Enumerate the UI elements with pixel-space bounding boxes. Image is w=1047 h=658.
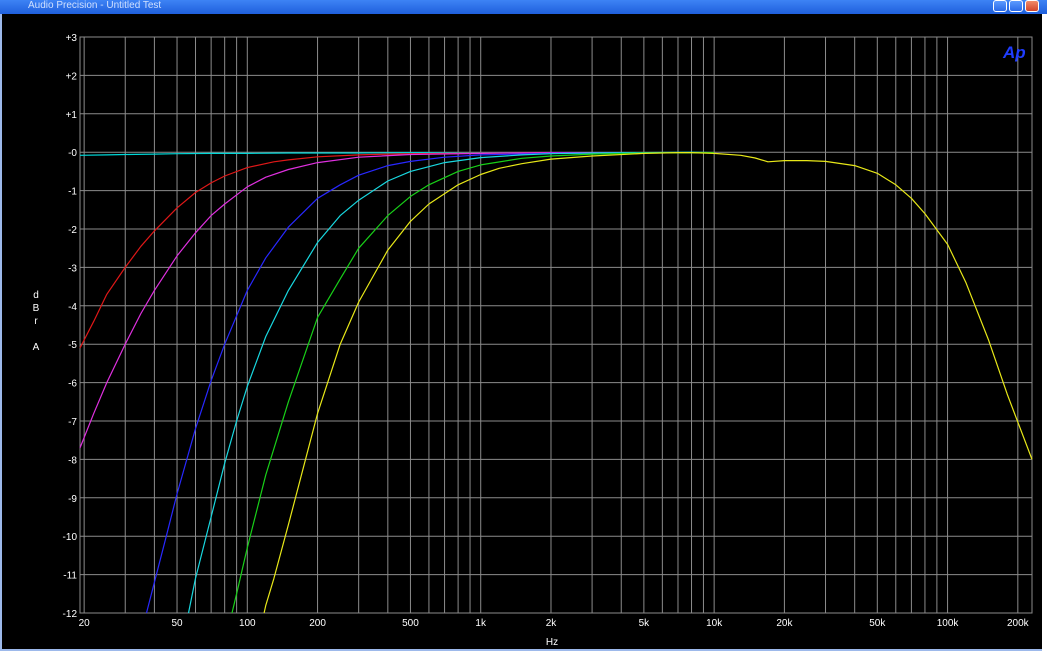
x-tick-label: 50 bbox=[171, 618, 183, 629]
x-tick-label: 100k bbox=[937, 618, 960, 629]
maximize-icon[interactable] bbox=[1009, 0, 1023, 12]
close-icon[interactable] bbox=[1025, 0, 1039, 12]
y-tick-label: -9 bbox=[68, 494, 77, 505]
series-line-6 bbox=[231, 152, 715, 614]
y-tick-label: +1 bbox=[66, 110, 78, 121]
minimize-icon[interactable] bbox=[993, 0, 1007, 12]
series-line-2 bbox=[79, 152, 715, 349]
window-edge-bottom bbox=[0, 651, 1047, 658]
x-tick-label: 20k bbox=[776, 618, 793, 629]
y-tick-label: -10 bbox=[63, 532, 78, 543]
window-titlebar: Audio Precision - Untitled Test bbox=[0, 0, 1047, 14]
series-line-4 bbox=[145, 152, 715, 614]
graph-window bbox=[0, 14, 1042, 651]
chart-grid bbox=[79, 36, 1033, 614]
chart-series bbox=[79, 151, 1033, 614]
y-axis-label-char: A bbox=[33, 342, 40, 353]
x-tick-label: 2k bbox=[546, 618, 558, 629]
y-tick-label: -4 bbox=[68, 302, 77, 313]
series-line-7 bbox=[263, 152, 1033, 614]
x-tick-label: 200 bbox=[309, 618, 326, 629]
x-tick-label: 500 bbox=[402, 618, 419, 629]
x-tick-labels: 20 50 100 200 500 1k 2k 5k 10k 20k 50k 100k 200k bbox=[79, 618, 1030, 629]
y-tick-labels: +3 +2 +1 -0 -1 -2 -3 -4 -5 -6 -7 -8 -9 -10 -11 -12 bbox=[63, 33, 78, 620]
x-tick-label: 5k bbox=[639, 618, 651, 629]
plot-frame bbox=[79, 36, 1033, 614]
series-line-3 bbox=[79, 152, 715, 449]
x-tick-label: 1k bbox=[475, 618, 487, 629]
y-tick-label: -6 bbox=[68, 379, 77, 390]
y-axis-label-char: r bbox=[34, 316, 38, 327]
y-tick-label: -2 bbox=[68, 225, 77, 236]
y-tick-label: -11 bbox=[63, 571, 77, 582]
y-axis-label: dBr A bbox=[33, 290, 40, 353]
y-tick-label: -1 bbox=[68, 187, 77, 198]
y-tick-label: +3 bbox=[66, 33, 78, 44]
y-tick-label: -5 bbox=[68, 340, 77, 351]
x-tick-label: 100 bbox=[239, 618, 256, 629]
y-tick-label: -8 bbox=[68, 455, 77, 466]
x-tick-label: 50k bbox=[869, 618, 886, 629]
ap-logo: Ap bbox=[1002, 43, 1026, 62]
y-axis-label-char: d bbox=[33, 290, 39, 301]
x-axis-label: Hz bbox=[546, 637, 558, 648]
window-title: Audio Precision - Untitled Test bbox=[28, 0, 162, 11]
y-tick-label: -7 bbox=[68, 417, 77, 428]
x-tick-label: 10k bbox=[706, 618, 723, 629]
y-tick-label: -0 bbox=[68, 148, 77, 159]
window-edge bbox=[1042, 14, 1047, 658]
series-line-5 bbox=[187, 152, 715, 614]
y-axis-label-char: B bbox=[33, 303, 40, 314]
x-tick-label: 20 bbox=[79, 618, 91, 629]
y-tick-label: -12 bbox=[63, 609, 78, 620]
y-tick-label: +2 bbox=[66, 71, 78, 82]
y-tick-label: -3 bbox=[68, 263, 77, 274]
x-tick-label: 200k bbox=[1007, 618, 1030, 629]
